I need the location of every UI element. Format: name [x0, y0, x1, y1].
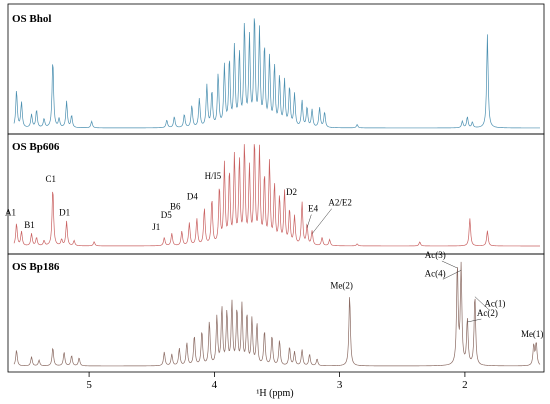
- peak-label-a2-e2: A2/E2: [328, 198, 352, 208]
- x-axis: 5 4 3 2: [86, 372, 468, 391]
- peak-label-d1: D1: [59, 208, 70, 218]
- x-tick-label: 2: [462, 379, 468, 391]
- x-axis-title: ¹H (ppm): [256, 388, 293, 399]
- peak-label-ac-1-: Ac(1): [484, 299, 505, 309]
- peak-label-a1: A1: [5, 208, 16, 218]
- x-tick-label: 3: [337, 379, 343, 391]
- peak-label-c1: C1: [46, 174, 57, 184]
- leader-line-ac-4-: [442, 270, 462, 280]
- peak-label-ac-3-: Ac(3): [425, 250, 446, 260]
- spectrum-line-bp186: [13, 261, 541, 367]
- peak-label-d4: D4: [187, 191, 198, 201]
- peak-label-b1: B1: [24, 220, 35, 230]
- peak-label-e4: E4: [308, 204, 318, 214]
- panel-title-bp606: OS Bp606: [12, 141, 60, 153]
- peak-label-d5: D5: [161, 210, 172, 220]
- x-tick-label: 4: [212, 379, 218, 391]
- peak-label-me-2-: Me(2): [330, 281, 353, 291]
- peak-label-ac-4-: Ac(4): [425, 268, 446, 278]
- peak-label-j1: J1: [152, 222, 160, 232]
- x-tick-label: 5: [86, 379, 92, 391]
- peak-label-ac-2-: Ac(2): [477, 308, 498, 318]
- leader-line-ac-1-: [474, 296, 490, 310]
- panel-title-bhol: OS Bhol: [12, 13, 51, 25]
- spectrum-line-bhol: [13, 18, 540, 129]
- leader-line-ac-2-: [467, 318, 482, 323]
- peak-labels-bp186: Me(2) Ac(3) Ac(4) Ac(2)Ac(1) Me(1): [330, 250, 543, 339]
- peak-label-me-1-: Me(1): [521, 329, 544, 339]
- leader-line-e4: [306, 214, 312, 228]
- leader-line-a2-e2: [311, 208, 332, 234]
- panel-bottom-frame: [7, 253, 545, 373]
- peak-label-b6: B6: [170, 202, 181, 212]
- panel-title-bp186: OS Bp186: [12, 261, 60, 273]
- peak-label-h-i5: H/I5: [205, 171, 222, 181]
- leader-line-ac-3-: [441, 260, 458, 269]
- peak-label-d2: D2: [286, 187, 297, 197]
- spectrum-line-bp606: [13, 144, 540, 247]
- panel-bottom: OS Bp186 Me(2) Ac(3) Ac(4) Ac(2)Ac(1) Me(1): [7, 250, 545, 373]
